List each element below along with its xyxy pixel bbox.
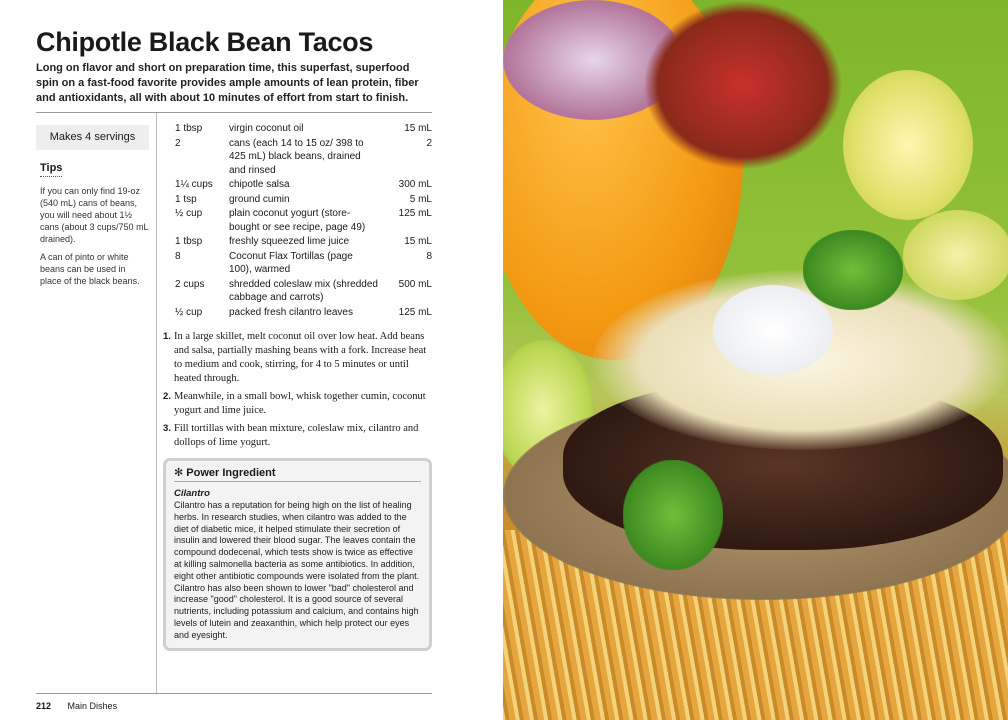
ingredient-qty: 1 tsp — [175, 193, 197, 205]
main-column: 1 tbsp virgin coconut oil 15 mL 2 cans (each… — [157, 113, 432, 693]
ingredient-name: freshly squeezed lime juice — [229, 236, 350, 247]
method-steps: 1. In a large skillet, melt coconut oil o… — [163, 330, 432, 454]
page-number: 212 — [36, 701, 52, 711]
footer-divider — [36, 693, 432, 694]
ingredient-qty: 2 — [175, 137, 181, 149]
ingredient-metric: 300 mL — [398, 179, 432, 190]
ingredient-metric: 500 mL — [398, 278, 432, 290]
sidebar-column: Makes 4 servings Tips If you can only fi… — [36, 113, 157, 693]
ingredient-name: packed fresh cilantro leaves — [229, 306, 353, 318]
ingredient-row: 8 Coconut Flax Tortillas (page 100), warm… — [175, 250, 432, 277]
tip: If you can only find 19-oz (540 mL) cans… — [40, 186, 149, 244]
ingredient-metric: 125 mL — [398, 208, 432, 219]
power-ingredient-body: Cilantro has a reputation for being high… — [174, 500, 420, 640]
step-number: 3. — [163, 423, 171, 434]
step-text: In a large skillet, melt coconut oil ove… — [174, 331, 427, 384]
recipe-intro: Long on flavor and short on preparation … — [36, 62, 419, 104]
ingredient-metric: 5 mL — [409, 193, 432, 205]
ingredient-name: shredded coleslaw mix (shredded cabbage … — [229, 278, 378, 304]
ingredient-row: ½ cup plain coconut yogurt (store-bought … — [175, 207, 432, 234]
recipe-body: Makes 4 servings Tips If you can only fi… — [36, 113, 432, 693]
ingredient-name: ground cumin — [229, 193, 290, 205]
ingredient-qty: 1 tbsp — [175, 123, 203, 134]
ingredients-list: 1 tbsp virgin coconut oil 15 mL 2 cans (each… — [175, 122, 432, 320]
ingredient-row: 2 cans (each 14 to 15 oz/ 398 to 425 mL) … — [175, 137, 432, 178]
step-number: 2. — [163, 391, 171, 402]
ingredient-row: 1 tbsp freshly squeezed lime juice 15 mL — [175, 235, 432, 249]
ingredient-metric: 2 — [426, 137, 432, 149]
method-step: 2. Meanwhile, in a small bowl, whisk toge… — [163, 390, 432, 418]
step-text: Meanwhile, in a small bowl, whisk togeth… — [174, 391, 426, 416]
ingredient-metric: 125 mL — [398, 306, 432, 318]
ingredient-name: chipotle salsa — [229, 179, 290, 190]
step-number: 1. — [163, 331, 171, 342]
ingredient-metric: 15 mL — [404, 123, 432, 134]
power-ingredient-name: Cilantro — [174, 488, 210, 499]
tip: A can of pinto or white beans can be use… — [40, 252, 140, 286]
ingredient-name: Coconut Flax Tortillas (page 100), warme… — [229, 250, 353, 276]
page-footer: 212 Main Dishes — [36, 694, 432, 720]
ingredient-qty: 2 cups — [175, 278, 205, 290]
ingredient-name: virgin coconut oil — [229, 123, 304, 134]
ingredient-row: 1 tbsp virgin coconut oil 15 mL — [175, 122, 432, 136]
ingredient-qty: ½ cup — [175, 306, 203, 318]
ingredient-qty: ½ cup — [175, 208, 203, 219]
method-step: 3. Fill tortillas with bean mixture, cole… — [163, 422, 432, 450]
taco-photo — [503, 0, 1008, 720]
power-ingredient-box: ✻ Power Ingredient Cilantro Cilantro has… — [163, 458, 432, 651]
ingredient-name: plain coconut yogurt (store-bought or se… — [229, 208, 366, 233]
ingredient-row: 1¼ cups chipotle salsa 300 mL — [175, 178, 432, 192]
ingredient-qty: 1 tbsp — [175, 236, 203, 247]
power-ingredient-heading: ✻ Power Ingredient — [174, 466, 421, 482]
step-text: Fill tortillas with bean mixture, colesl… — [174, 423, 419, 448]
servings-badge: Makes 4 servings — [36, 125, 149, 150]
recipe-title: Chipotle Black Bean Tacos — [36, 27, 374, 57]
ingredient-metric: 8 — [426, 250, 432, 262]
tips: If you can only find 19-oz (540 mL) cans… — [40, 185, 149, 287]
ingredient-row: ½ cup packed fresh cilantro leaves 125 mL — [175, 306, 432, 320]
tips-heading: Tips — [40, 162, 63, 177]
divider — [36, 112, 432, 113]
section-name: Main Dishes — [67, 701, 118, 711]
recipe-page: Chipotle Black Bean Tacos Long on flavor… — [0, 0, 503, 720]
ingredient-row: 1 tsp ground cumin 5 mL — [175, 193, 432, 207]
method-step: 1. In a large skillet, melt coconut oil o… — [163, 330, 432, 386]
ingredient-metric: 15 mL — [404, 236, 432, 247]
ingredient-name: cans (each 14 to 15 oz/ 398 to 425 mL) b… — [229, 137, 364, 176]
ingredient-qty: 1¼ cups — [175, 179, 213, 190]
ingredient-qty: 8 — [175, 250, 181, 262]
ingredient-row: 2 cups shredded coleslaw mix (shredded ca… — [175, 278, 432, 305]
